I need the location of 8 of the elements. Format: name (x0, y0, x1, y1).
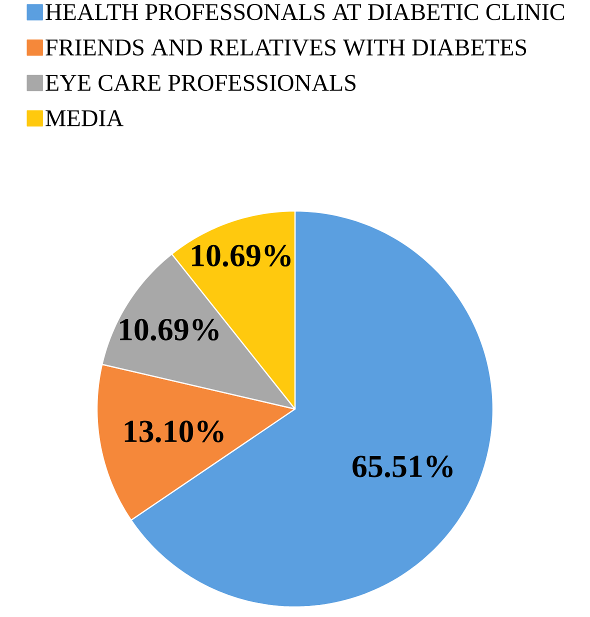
data-label: 65.51% (352, 456, 452, 478)
data-label: 13.10% (124, 420, 224, 442)
legend-label: MEDIA (46, 110, 124, 126)
legend-label: EYE CARE PROFESSIONALS (46, 74, 356, 91)
data-label: 10.69% (120, 318, 218, 341)
data-label: 10.69% (192, 244, 290, 267)
legend-label: FRIENDS AND RELATIVES WITH DIABETES (46, 39, 526, 56)
legend-label: HEALTH PROFESSONALS AT DIABETIC CLINIC (46, 4, 564, 20)
